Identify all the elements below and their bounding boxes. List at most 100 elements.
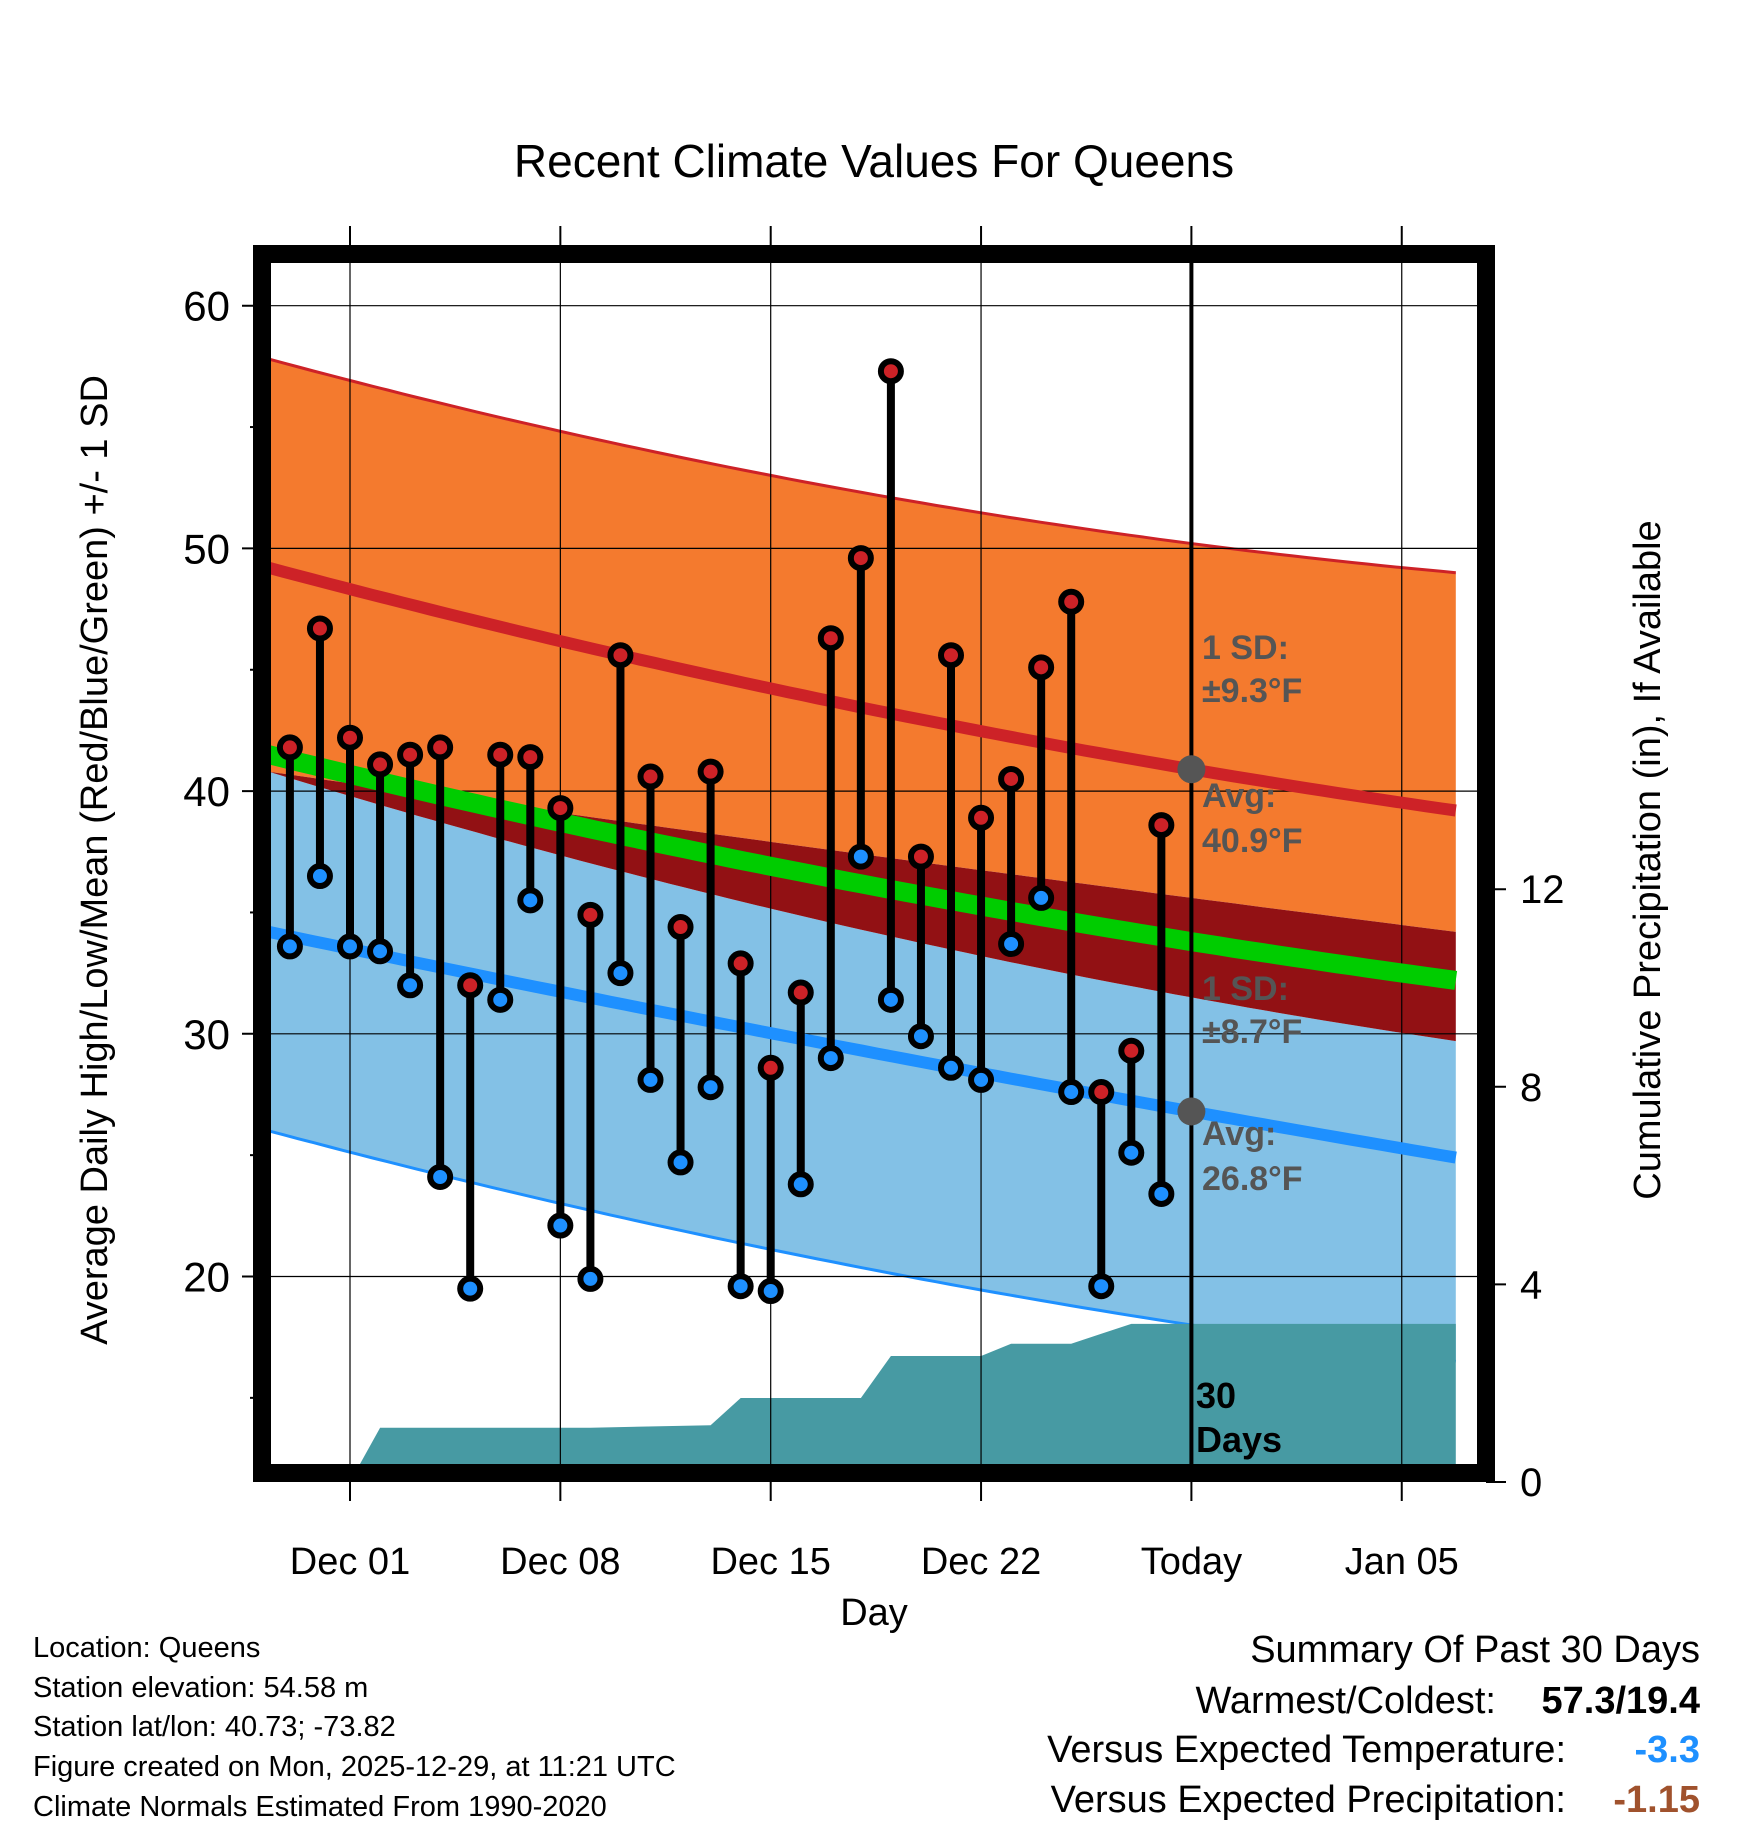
daily-observation	[817, 625, 844, 1072]
daily-low-point	[968, 1066, 995, 1093]
x-tick-label: Jan 05	[1345, 1541, 1459, 1583]
daily-high-point	[637, 763, 664, 790]
daily-low-point	[427, 1163, 454, 1190]
daily-observation	[907, 843, 934, 1050]
daily-low-point	[487, 986, 514, 1013]
footer-elevation: Station elevation: 54.58 m	[33, 1672, 368, 1704]
daily-observation	[337, 724, 363, 960]
daily-low-point	[1058, 1079, 1085, 1106]
daily-high-point	[1058, 588, 1085, 615]
y-tick-label: 50	[183, 525, 230, 572]
daily-observation	[367, 751, 394, 965]
daily-high-point	[1028, 654, 1055, 681]
daily-high-point	[757, 1054, 784, 1081]
daily-low-point	[547, 1212, 574, 1239]
footer-created: Figure created on Mon, 2025-12-29, at 11…	[33, 1751, 676, 1783]
daily-high-point	[457, 972, 484, 999]
footer-normals: Climate Normals Estimated From 1990-2020	[33, 1791, 607, 1823]
daily-low-point	[337, 933, 363, 960]
daily-high-point	[306, 615, 333, 642]
daily-high-point	[577, 901, 604, 928]
daily-low-point	[877, 986, 904, 1013]
daily-low-point	[1088, 1273, 1115, 1300]
daily-high-point	[367, 751, 394, 778]
daily-low-point	[637, 1066, 664, 1093]
x-tick-label: Today	[1141, 1541, 1242, 1583]
daily-low-point	[938, 1054, 964, 1081]
daily-low-point	[577, 1265, 604, 1292]
daily-observation	[998, 765, 1025, 958]
y-tick-label: 20	[183, 1254, 230, 1301]
daily-observation	[787, 979, 814, 1198]
y2-tick-label: 8	[1520, 1066, 1542, 1110]
daily-observation	[938, 642, 964, 1081]
daily-high-point	[998, 765, 1025, 792]
daily-high-point	[547, 795, 574, 822]
daily-low-point	[697, 1074, 724, 1101]
daily-observation	[276, 734, 303, 960]
low-sd-note-line1: 1 SD:	[1202, 970, 1289, 1008]
daily-observation	[1088, 1079, 1115, 1300]
daily-high-point	[487, 741, 514, 768]
daily-low-point	[367, 938, 394, 965]
daily-low-point	[1028, 884, 1055, 911]
daily-high-point	[697, 758, 724, 785]
daily-high-point	[938, 642, 964, 669]
y2-tick-label: 12	[1520, 868, 1565, 912]
x-tick-label: Dec 15	[710, 1541, 830, 1583]
low-sd-band	[268, 771, 1456, 1362]
daily-high-point	[276, 734, 303, 761]
daily-observation	[847, 545, 874, 870]
y-tick-label: 30	[183, 1011, 230, 1058]
daily-high-point	[817, 625, 844, 652]
summary-precip-label: Versus Expected Precipitation:	[1051, 1779, 1566, 1821]
high-avg-note-line2: 40.9°F	[1202, 822, 1303, 860]
high-upper-edge	[268, 357, 1456, 575]
daily-observation	[1058, 588, 1085, 1106]
daily-observation	[877, 358, 904, 1013]
daily-low-point	[1148, 1180, 1175, 1207]
daily-observation	[306, 615, 333, 890]
footer-location: Location: Queens	[33, 1632, 260, 1664]
footer-latlon: Station lat/lon: 40.73; -73.82	[33, 1711, 396, 1743]
daily-observation	[1118, 1037, 1145, 1166]
x-axis-label: Day	[840, 1592, 908, 1634]
daily-low-point	[907, 1023, 934, 1050]
today-high-avg-marker	[1177, 755, 1206, 784]
daily-low-point	[1118, 1139, 1145, 1166]
daily-low-point	[787, 1171, 814, 1198]
daily-observation	[427, 734, 454, 1190]
daily-high-point	[517, 744, 544, 771]
summary-warm-cold-label: Warmest/Coldest:	[1195, 1680, 1496, 1722]
high-avg-note: Avg: 40.9°F	[1202, 777, 1303, 860]
window-note-line2: Days	[1196, 1419, 1282, 1460]
high-avg-note-line1: Avg:	[1202, 777, 1276, 815]
daily-high-point	[847, 545, 874, 572]
summary-heading: Summary Of Past 30 Days	[1250, 1629, 1700, 1671]
daily-observation	[487, 741, 514, 1013]
daily-low-point	[457, 1275, 484, 1302]
summary-temp-value: -3.3	[1635, 1729, 1700, 1771]
daily-high-point	[1088, 1079, 1115, 1106]
daily-observation	[667, 914, 694, 1176]
low-sd-note: 1 SD: ±8.7°F	[1202, 970, 1302, 1051]
low-avg-note-line2: 26.8°F	[1202, 1160, 1303, 1198]
daily-low-point	[397, 972, 424, 999]
x-tick-label: Dec 22	[921, 1541, 1041, 1583]
daily-observation	[517, 744, 544, 914]
y2-tick-label: 0	[1520, 1461, 1542, 1505]
y-tick-label: 40	[183, 768, 230, 815]
daily-low-point	[276, 933, 303, 960]
window-note-line1: 30	[1196, 1375, 1236, 1416]
y-axis-label: Average Daily High/Low/Mean (Red/Blue/Gr…	[74, 375, 116, 1345]
daily-low-point	[607, 960, 634, 987]
daily-high-point	[1148, 812, 1175, 839]
daily-low-point	[306, 863, 333, 890]
daily-low-point	[757, 1278, 784, 1305]
precipitation-area	[354, 1323, 1456, 1473]
high-sd-note-line2: ±9.3°F	[1202, 672, 1302, 710]
low-sd-note-line2: ±8.7°F	[1202, 1013, 1302, 1051]
x-tick-label: Dec 01	[290, 1541, 410, 1583]
today-low-avg-marker	[1177, 1097, 1206, 1126]
